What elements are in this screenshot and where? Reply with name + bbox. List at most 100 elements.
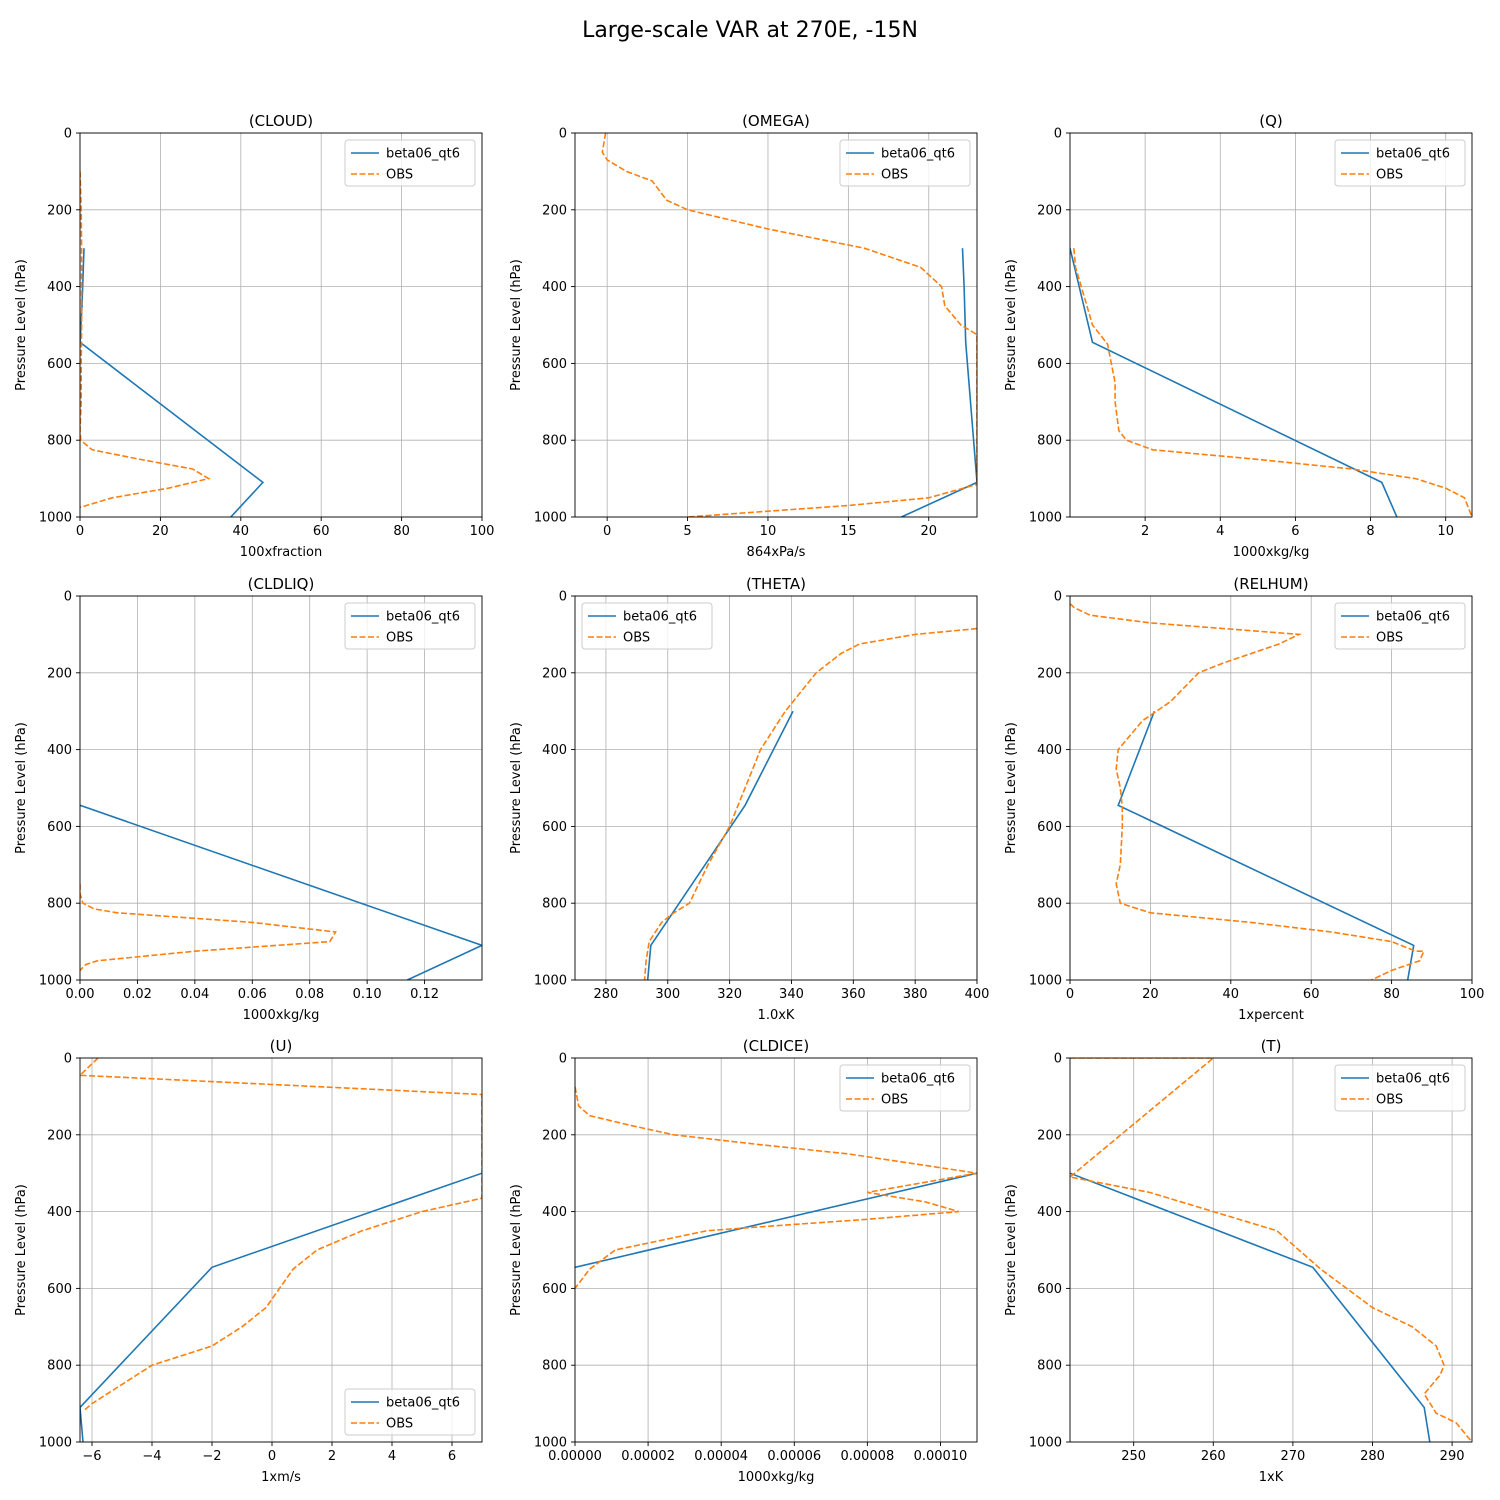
x-tick-label: 6 bbox=[1291, 524, 1299, 539]
x-tick-label: 0 bbox=[76, 524, 84, 539]
y-tick-label: 400 bbox=[542, 1205, 567, 1220]
y-tick-label: 1000 bbox=[1029, 1436, 1062, 1451]
x-tick-label: 320 bbox=[717, 987, 742, 1002]
y-tick-label: 400 bbox=[1037, 280, 1062, 295]
panel-title: (THETA) bbox=[746, 575, 806, 593]
x-tick-label: 0.00 bbox=[66, 987, 95, 1002]
axes-frame bbox=[1069, 1057, 1473, 1443]
x-tick-label: 0 bbox=[1066, 987, 1074, 1002]
panel-cloud: 0 20 40 60 80 10002004006008001000(CLOUD)100x… bbox=[14, 112, 494, 560]
legend-label: beta06_qt6 bbox=[386, 1396, 460, 1411]
legend-label: beta06_qt6 bbox=[386, 147, 460, 162]
y-tick-label: 200 bbox=[1037, 666, 1062, 681]
x-tick-label: 5 bbox=[683, 524, 691, 539]
panel-title: (U) bbox=[270, 1037, 293, 1055]
x-tick-label: 340 bbox=[779, 987, 804, 1002]
y-tick-label: 600 bbox=[542, 357, 567, 372]
x-tick-label: 6 bbox=[448, 1449, 456, 1464]
legend-label: beta06_qt6 bbox=[881, 147, 955, 162]
panel-omega: 0 5 10 15 2002004006008001000(OMEGA)864xPa/s… bbox=[509, 112, 978, 560]
y-tick-label: 400 bbox=[1037, 743, 1062, 758]
legend: beta06_qt6 OBS bbox=[1334, 1064, 1466, 1112]
y-tick-label: 800 bbox=[1037, 1359, 1062, 1374]
x-tick-label: 280 bbox=[594, 987, 619, 1002]
x-tick-label: 0.06 bbox=[238, 987, 267, 1002]
y-tick-label: 0 bbox=[64, 590, 72, 605]
series-line-obs bbox=[1070, 1058, 1472, 1442]
x-tick-label: 0.10 bbox=[353, 987, 382, 1002]
axes-frame bbox=[79, 595, 483, 981]
series-line-obs bbox=[601, 133, 977, 517]
x-axis-label: 1.0xK bbox=[758, 1008, 795, 1023]
x-tick-label: 0.00010 bbox=[914, 1449, 968, 1464]
x-axis-label: 1xm/s bbox=[261, 1470, 301, 1485]
panel-cldliq: 0.00 0.02 0.04 0.06 0.08 0.10 0.12 0 200 400 600 80… bbox=[14, 575, 483, 1023]
x-axis-label: 864xPa/s bbox=[747, 545, 806, 560]
y-tick-label: 200 bbox=[47, 666, 72, 681]
x-tick-label: 260 bbox=[1201, 1449, 1226, 1464]
y-tick-label: 1000 bbox=[534, 974, 567, 989]
legend: beta06_qt6 OBS bbox=[344, 1388, 476, 1436]
y-tick-label: 0 bbox=[559, 1052, 567, 1067]
axes-frame bbox=[574, 132, 978, 518]
y-tick-label: 400 bbox=[47, 743, 72, 758]
x-tick-label: 300 bbox=[655, 987, 680, 1002]
series-line-model bbox=[80, 248, 265, 517]
series-line-obs bbox=[80, 1058, 482, 1412]
x-tick-label: 80 bbox=[1383, 987, 1400, 1002]
x-tick-label: 0 bbox=[603, 524, 611, 539]
legend-label: beta06_qt6 bbox=[1376, 610, 1450, 625]
legend: beta06_qt6 OBS bbox=[581, 602, 713, 650]
y-tick-label: 400 bbox=[542, 280, 567, 295]
y-tick-label: 0 bbox=[559, 590, 567, 605]
y-tick-label: 400 bbox=[1037, 1205, 1062, 1220]
x-axis-label: 1000xkg/kg bbox=[243, 1008, 320, 1023]
series-line-model bbox=[80, 804, 482, 980]
y-tick-label: 800 bbox=[1037, 897, 1062, 912]
panel-q: 2 4 6 8 10 0 200 400 600 800 1000 (Q) 1000xkg/kg Pres… bbox=[1004, 112, 1473, 560]
panel-grid: 0 20 40 60 80 10002004006008001000(CLOUD)100x… bbox=[14, 112, 1484, 1485]
panel-title: (T) bbox=[1261, 1037, 1282, 1055]
x-tick-label: 4 bbox=[388, 1449, 396, 1464]
y-tick-label: 0 bbox=[64, 1052, 72, 1067]
x-tick-label: 270 bbox=[1280, 1449, 1305, 1464]
y-axis-label: Pressure Level (hPa) bbox=[1004, 259, 1019, 391]
series-line-model bbox=[1117, 710, 1415, 980]
y-axis-label: Pressure Level (hPa) bbox=[1004, 722, 1019, 854]
x-tick-label: 0.00004 bbox=[694, 1449, 748, 1464]
y-tick-label: 200 bbox=[1037, 1128, 1062, 1143]
axes-frame bbox=[79, 1057, 483, 1443]
series-line-obs bbox=[80, 884, 337, 971]
x-tick-label: 0.12 bbox=[410, 987, 439, 1002]
legend-label: OBS bbox=[881, 168, 908, 183]
series-line-obs bbox=[1070, 603, 1426, 980]
legend: beta06_qt6 OBS bbox=[839, 1064, 971, 1112]
x-tick-label: 280 bbox=[1360, 1449, 1385, 1464]
y-tick-label: 1000 bbox=[39, 511, 72, 526]
panel-title: (CLOUD) bbox=[249, 112, 313, 130]
x-tick-label: 0.00002 bbox=[621, 1449, 675, 1464]
x-tick-label: 100 bbox=[470, 524, 495, 539]
x-tick-label: 2 bbox=[328, 1449, 336, 1464]
x-tick-label: 10 bbox=[1437, 524, 1454, 539]
y-axis-label: Pressure Level (hPa) bbox=[14, 259, 29, 391]
legend-label: beta06_qt6 bbox=[623, 610, 697, 625]
series-line-obs bbox=[80, 171, 211, 509]
x-axis-label: 100xfraction bbox=[240, 545, 322, 560]
y-axis-label: Pressure Level (hPa) bbox=[509, 1184, 524, 1316]
x-tick-label: 250 bbox=[1121, 1449, 1146, 1464]
x-tick-label: 0.00000 bbox=[548, 1449, 602, 1464]
x-tick-label: 0.02 bbox=[123, 987, 152, 1002]
x-tick-label: 0.08 bbox=[295, 987, 324, 1002]
y-tick-label: 600 bbox=[47, 357, 72, 372]
x-tick-label: 290 bbox=[1440, 1449, 1465, 1464]
series-line-model bbox=[646, 710, 794, 980]
y-tick-label: 1000 bbox=[534, 1436, 567, 1451]
x-axis-label: 1000xkg/kg bbox=[1233, 545, 1310, 560]
panel-title: (CLDLIQ) bbox=[248, 575, 315, 593]
x-axis-label: 1xK bbox=[1259, 1470, 1284, 1485]
y-tick-label: 600 bbox=[1037, 820, 1062, 835]
y-tick-label: 0 bbox=[1054, 1052, 1062, 1067]
y-tick-label: 800 bbox=[542, 897, 567, 912]
